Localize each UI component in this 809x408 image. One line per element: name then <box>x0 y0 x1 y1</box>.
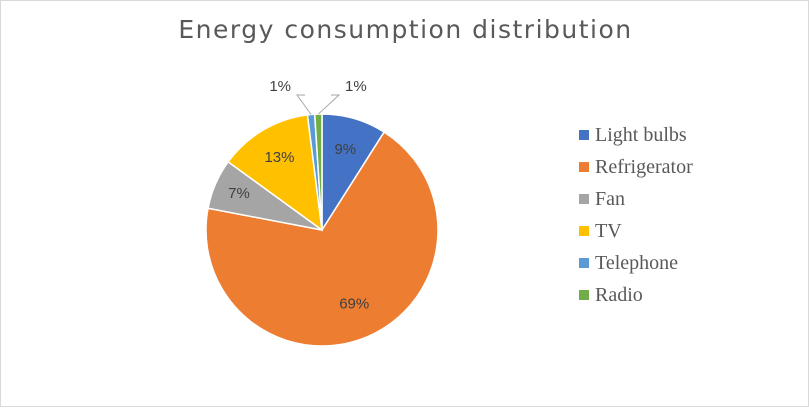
legend-swatch-radio <box>579 290 589 300</box>
data-label-tv: 13% <box>264 149 294 166</box>
pie-slice-refrigerator <box>205 131 439 347</box>
legend-item-fan: Fan <box>579 183 693 215</box>
chart-legend: Light bulbs Refrigerator Fan TV Telephone Rad… <box>579 119 693 311</box>
legend-label-tv: TV <box>595 219 622 242</box>
legend-item-radio: Radio <box>579 279 693 311</box>
legend-item-light-bulbs: Light bulbs <box>579 119 693 151</box>
legend-label-telephone: Telephone <box>595 251 679 274</box>
legend-label-light-bulbs: Light bulbs <box>595 123 687 146</box>
leader-line-telephone <box>296 94 312 115</box>
legend-swatch-telephone <box>579 258 589 268</box>
legend-item-telephone: Telephone <box>579 247 693 279</box>
pie-slice-tv <box>227 114 323 232</box>
legend-label-radio: Radio <box>595 283 643 306</box>
data-label-fan: 7% <box>228 185 250 202</box>
legend-item-refrigerator: Refrigerator <box>579 151 693 183</box>
legend-swatch-tv <box>579 226 589 236</box>
data-label-refrigerator: 69% <box>339 295 369 312</box>
legend-swatch-refrigerator <box>579 162 589 172</box>
legend-swatch-light-bulbs <box>579 130 589 140</box>
legend-label-refrigerator: Refrigerator <box>595 155 693 178</box>
legend-item-tv: TV <box>579 215 693 247</box>
data-label-telephone: 1% <box>269 78 291 95</box>
leader-line-radio <box>318 94 341 115</box>
legend-swatch-fan <box>579 194 589 204</box>
data-label-light-bulbs: 9% <box>334 141 356 158</box>
legend-label-fan: Fan <box>595 187 625 210</box>
data-label-radio: 1% <box>345 78 367 95</box>
pie-slice-radio <box>313 113 323 231</box>
chart-title: Energy consumption distribution <box>178 15 633 44</box>
